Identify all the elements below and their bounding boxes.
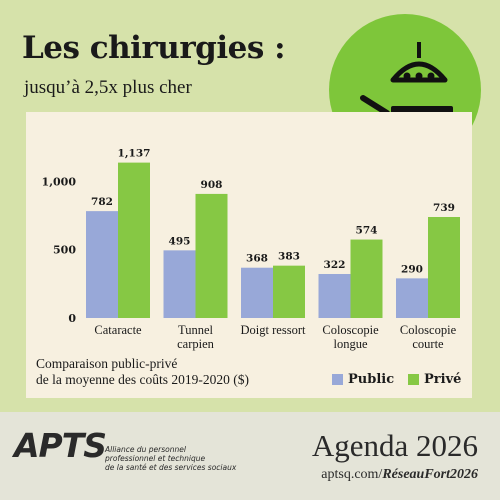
org-description: Alliance du personnel professionnel et t… xyxy=(105,445,245,472)
category-label: longue xyxy=(333,337,367,351)
page-subtitle: jusqu’à 2,5x plus cher xyxy=(24,77,192,98)
org-line-2: professionnel et technique xyxy=(105,454,206,463)
bar-public xyxy=(86,211,118,318)
bar-public xyxy=(318,273,351,318)
apts-logo: APTS xyxy=(14,426,107,465)
legend-prive-label: Privé xyxy=(424,372,462,387)
page-title: Les chirurgies : xyxy=(22,30,286,66)
category-label: Cataracte xyxy=(94,323,142,337)
org-line-1: Alliance du personnel xyxy=(105,445,186,454)
url-bold: RéseauFort2026 xyxy=(382,467,478,482)
category-label: Tunnel xyxy=(178,323,213,337)
footer: APTS Alliance du personnel professionnel… xyxy=(0,412,500,500)
bar-value-label: 1,137 xyxy=(118,148,151,160)
y-tick-label: 1,000 xyxy=(42,175,77,188)
legend-public-label: Public xyxy=(348,372,395,387)
chart-note: Comparaison public-privé de la moyenne d… xyxy=(36,356,249,388)
y-tick-label: 0 xyxy=(68,312,76,325)
org-line-3: de la santé et des services sociaux xyxy=(105,463,237,472)
bar-prive xyxy=(350,239,383,318)
legend-public: Public xyxy=(332,372,394,387)
bar-prive xyxy=(118,162,150,318)
bar-value-label: 782 xyxy=(91,196,113,208)
bar-prive xyxy=(195,193,228,318)
bar-prive xyxy=(428,217,460,318)
category-label: carpien xyxy=(177,337,215,351)
bar-value-label: 322 xyxy=(324,259,346,271)
bar-value-label: 739 xyxy=(433,202,455,214)
url-prefix: aptsq.com/ xyxy=(321,467,383,482)
chart-panel: 0 500 1,000 782 1,137 495 908 368 383 322 574 290 7… xyxy=(26,112,472,398)
bar-value-label: 368 xyxy=(246,253,268,265)
chart-note-line1: Comparaison public-privé xyxy=(36,356,178,371)
category-label: Coloscopie xyxy=(322,323,379,337)
legend-prive-swatch xyxy=(408,374,419,385)
bar-value-label: 495 xyxy=(169,235,191,247)
bar-public xyxy=(241,267,273,318)
bar-value-label: 908 xyxy=(201,179,223,191)
bar-chart: 0 500 1,000 782 1,137 495 908 368 383 322 574 290 7… xyxy=(42,148,460,351)
y-tick-label: 500 xyxy=(53,244,76,257)
category-label: courte xyxy=(412,337,444,351)
bar-value-label: 290 xyxy=(401,263,423,275)
category-label: Doigt ressort xyxy=(241,323,306,337)
bar-value-label: 383 xyxy=(278,251,300,263)
chart-note-line2: de la moyenne des coûts 2019-2020 ($) xyxy=(36,372,249,387)
bar-prive xyxy=(273,265,305,318)
bar-public xyxy=(396,278,428,318)
website-link[interactable]: aptsq.com/RéseauFort2026 xyxy=(321,467,478,483)
category-label: Coloscopie xyxy=(400,323,457,337)
bar-value-label: 574 xyxy=(356,225,378,237)
agenda-title: Agenda 2026 xyxy=(311,428,478,463)
legend-prive: Privé xyxy=(408,372,461,387)
bar-public xyxy=(163,250,196,318)
legend-public-swatch xyxy=(332,374,343,385)
